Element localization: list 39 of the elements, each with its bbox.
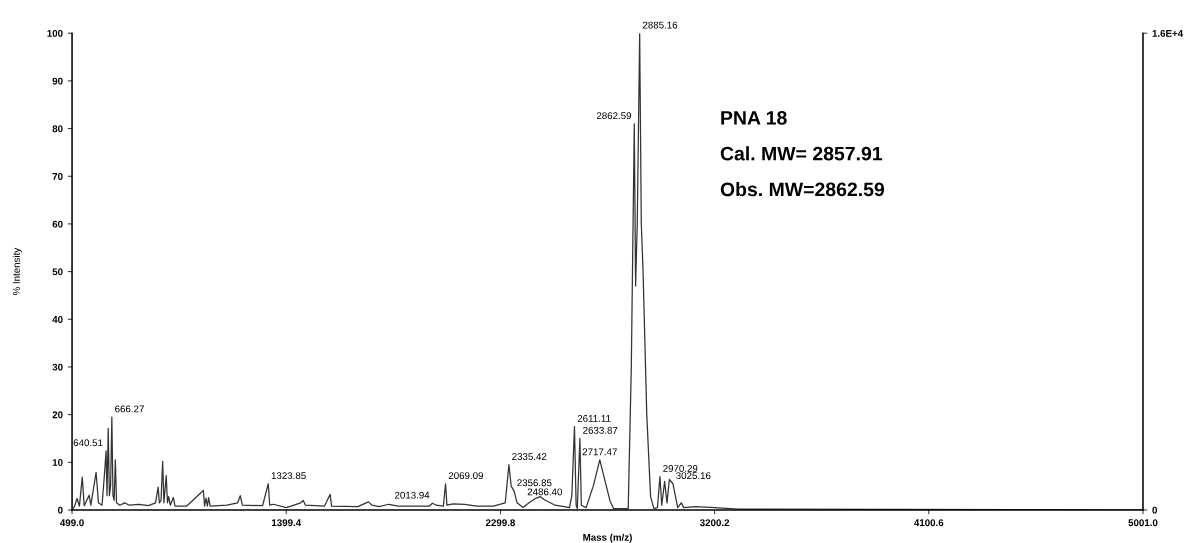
annotation: 2633.87 xyxy=(583,426,618,434)
annotation: Cal. MW= 2857.91 xyxy=(720,146,883,161)
x-tick-label: 2299.8 xyxy=(485,519,515,527)
y-tick-label: 10 xyxy=(52,459,63,466)
y-tick-label: 60 xyxy=(52,220,63,228)
y-tick-label: 90 xyxy=(52,77,63,85)
annotation: 2970.29 xyxy=(663,465,698,472)
y-tick-label: 50 xyxy=(52,268,63,276)
annotation: 2862.59 xyxy=(596,112,632,120)
annotation: 1323.85 xyxy=(271,472,306,480)
annotation: PNA 18 xyxy=(721,110,787,125)
y-tick-label: 30 xyxy=(52,363,63,371)
x-tick-label: 1399.4 xyxy=(271,519,302,527)
y-tick-label: 0 xyxy=(58,506,63,514)
annotation: 3025.16 xyxy=(676,472,711,480)
annotation: Obs. MW=2862.59 xyxy=(720,181,885,197)
y-tick-label: 100 xyxy=(47,29,63,37)
y2-tick-label: 1.6E+4 xyxy=(1152,29,1184,37)
annotation: 666.27 xyxy=(115,405,144,413)
annotation: 640.51 xyxy=(73,439,103,447)
x-tick-label: 5001.0 xyxy=(1128,519,1158,527)
y-axis-title: % Intensity xyxy=(12,247,22,296)
y2-tick-label: 0 xyxy=(1152,506,1158,514)
annotation: 2486.40 xyxy=(527,488,563,496)
annotation: 2717.47 xyxy=(582,448,617,456)
y-tick-label: 20 xyxy=(52,411,63,419)
annotation: 2069.09 xyxy=(448,472,484,480)
annotation: 2611.11 xyxy=(577,414,611,422)
annotation: 2356.85 xyxy=(517,479,552,487)
x-tick-label: 3200.2 xyxy=(699,519,730,527)
x-tick-label: 4100.6 xyxy=(914,519,944,527)
annotation: 2885.16 xyxy=(642,21,678,29)
y-tick-label: 70 xyxy=(52,172,63,180)
annotation: 2013.94 xyxy=(395,491,430,499)
y-tick-label: 40 xyxy=(52,316,63,323)
x-axis-title: Mass (m/z) xyxy=(583,533,632,543)
y-tick-label: 80 xyxy=(52,125,63,133)
annotation: 2335.42 xyxy=(512,453,547,460)
x-tick-label: 499.0 xyxy=(60,519,84,527)
